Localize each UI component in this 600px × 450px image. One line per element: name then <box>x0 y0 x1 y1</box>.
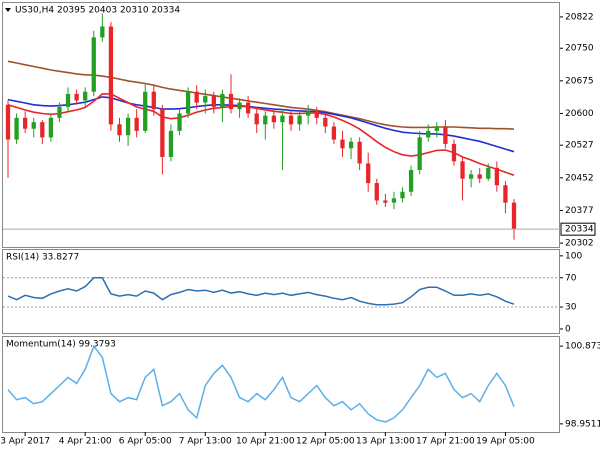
candle-body <box>177 113 182 131</box>
candle-body <box>237 102 242 110</box>
candle-body <box>31 122 36 129</box>
candle-body <box>48 117 54 138</box>
candle-body <box>220 93 225 107</box>
candle-body <box>40 122 45 138</box>
candle-body <box>263 115 268 125</box>
candle-body <box>374 183 379 201</box>
moving-average <box>7 93 515 176</box>
candle-body <box>185 91 191 114</box>
candle-body <box>468 174 474 179</box>
candle-body <box>83 91 88 101</box>
candle-body <box>65 93 71 107</box>
candle-body <box>5 104 11 140</box>
y-tick-label: 100.8732 <box>565 342 600 352</box>
candle-body <box>254 113 259 125</box>
x-tick-label: 17 Apr 21:00 <box>416 437 475 447</box>
candle-body <box>271 115 277 123</box>
candle-body <box>443 126 448 144</box>
y-tick-label: 20302 <box>565 239 594 249</box>
candle-body <box>151 91 156 110</box>
candle-body <box>306 111 311 116</box>
candle-body <box>383 200 388 203</box>
candle-body <box>434 126 439 131</box>
candle-body <box>194 91 199 103</box>
candle-body <box>477 174 482 179</box>
y-tick-label: 0 <box>565 324 571 334</box>
candle-body <box>134 117 139 131</box>
x-tick-label: 4 Apr 21:00 <box>59 437 112 447</box>
y-tick-label: 20452 <box>565 173 594 183</box>
candle-body <box>408 170 414 192</box>
x-tick-label: 7 Apr 13:00 <box>179 437 232 447</box>
candle-body <box>297 115 302 125</box>
y-tick-label: 70 <box>565 273 577 283</box>
candle-body <box>391 198 397 203</box>
y-tick-label: 30 <box>565 303 577 313</box>
candle-body <box>14 117 19 140</box>
candle-body <box>168 130 174 157</box>
candle-body <box>108 26 114 125</box>
indicator-line <box>7 344 515 423</box>
candle-body <box>211 96 216 107</box>
rsi-title: RSI(14) 33.8277 <box>6 253 79 263</box>
candle-body <box>494 167 499 186</box>
x-tick-label: 6 Apr 05:00 <box>119 437 172 447</box>
candle-body <box>323 117 328 127</box>
y-tick-label: 20527 <box>565 141 594 151</box>
y-tick-label: 98.9511 <box>565 419 600 429</box>
main-panel-frame <box>2 2 560 248</box>
x-tick-label: 19 Apr 05:00 <box>476 437 535 447</box>
candle-body <box>357 141 362 164</box>
y-tick-label: 20600 <box>565 109 594 119</box>
candle-body <box>417 137 422 171</box>
candle-body <box>203 96 208 103</box>
y-tick-label: 20750 <box>565 44 594 54</box>
candle-body <box>288 115 294 125</box>
candle-body <box>460 161 465 179</box>
x-tick-label: 10 Apr 21:00 <box>236 437 295 447</box>
candle-body <box>426 130 431 138</box>
candle-body <box>451 143 457 162</box>
chart-title: US30,H4 20395 20403 20310 20334 <box>15 6 180 16</box>
candle-body <box>228 93 234 110</box>
candle-body <box>91 37 96 92</box>
momentum-panel-frame <box>2 336 560 433</box>
candle-body <box>23 117 28 129</box>
candle-body <box>160 109 165 157</box>
last-price-label: 20334 <box>565 225 594 235</box>
rsi-panel-frame <box>2 249 560 334</box>
candle-body <box>57 106 62 118</box>
candle-body <box>143 91 148 131</box>
candle-body <box>400 191 405 199</box>
candle-body <box>280 115 285 123</box>
candle-body <box>486 167 491 179</box>
candle-body <box>503 185 508 203</box>
indicator-line <box>7 277 515 306</box>
y-tick-label: 20822 <box>565 12 594 22</box>
last-price-box <box>560 222 596 236</box>
y-tick-label: 20675 <box>565 76 594 86</box>
x-tick-label: 13 Apr 13:00 <box>356 437 415 447</box>
x-tick-label: 12 Apr 05:00 <box>296 437 355 447</box>
candle-body <box>331 126 337 140</box>
candle-body <box>348 141 354 149</box>
candle-body <box>340 139 345 149</box>
candle-body <box>511 202 517 230</box>
candle-body <box>245 102 251 114</box>
candle-body <box>74 93 79 101</box>
candle-body <box>117 124 122 136</box>
candle-body <box>100 26 105 38</box>
candle-body <box>314 111 319 118</box>
y-tick-label: 20377 <box>565 206 594 216</box>
x-tick-label: 3 Apr 2017 <box>0 437 50 447</box>
momentum-title: Momentum(14) 99.3793 <box>6 340 116 350</box>
candle-body <box>125 117 131 136</box>
collapse-icon <box>5 8 11 12</box>
y-tick-label: 100 <box>565 251 582 261</box>
candle-body <box>366 163 371 184</box>
